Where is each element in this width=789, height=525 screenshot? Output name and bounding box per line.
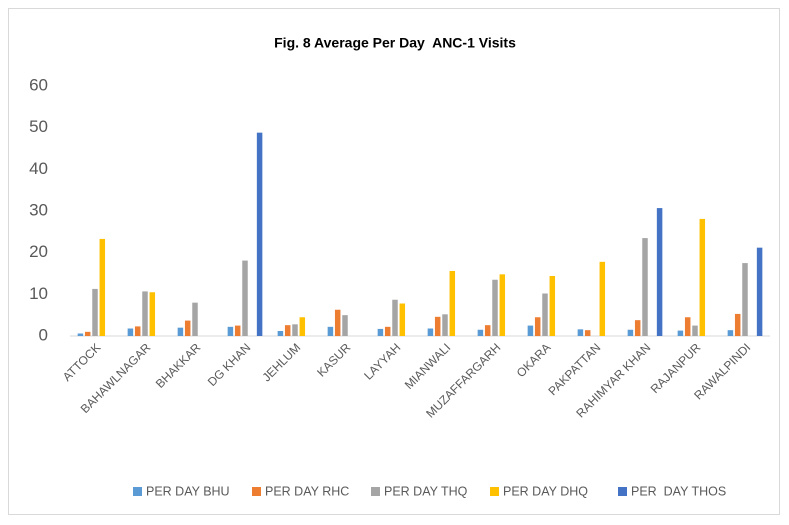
bar — [292, 324, 298, 336]
y-tick-label: 20 — [29, 242, 48, 261]
bar — [192, 302, 198, 336]
legend-swatch — [618, 487, 627, 496]
bar — [327, 326, 334, 336]
bar — [234, 325, 241, 336]
bar — [477, 329, 484, 336]
bar — [584, 330, 591, 336]
y-tick-label: 30 — [29, 200, 48, 219]
bar — [377, 328, 384, 336]
bar — [342, 315, 348, 336]
legend-label: PER DAY THQ — [384, 484, 468, 498]
bar — [149, 292, 156, 336]
bar — [642, 238, 648, 336]
bar — [727, 330, 734, 336]
bar — [77, 333, 84, 336]
bar — [684, 317, 691, 336]
legend-label: PER DAY DHQ — [503, 484, 588, 498]
bar — [399, 303, 406, 336]
bar — [534, 317, 541, 336]
bar — [299, 317, 306, 336]
legend-swatch — [252, 487, 261, 496]
bar — [449, 271, 456, 336]
bar — [542, 293, 548, 336]
legend-label: PER DAY BHU — [146, 484, 230, 498]
bar — [734, 313, 741, 336]
bar — [699, 218, 706, 336]
bar — [99, 238, 106, 336]
legend-label: PER DAY RHC — [265, 484, 349, 498]
bar — [577, 329, 584, 336]
bar — [599, 261, 606, 336]
legend-swatch — [490, 487, 499, 496]
bar — [256, 132, 263, 336]
bar — [656, 208, 663, 336]
bar — [492, 279, 498, 336]
bar — [92, 288, 98, 336]
bar — [499, 274, 506, 336]
legend-swatch — [371, 487, 380, 496]
bar — [177, 327, 184, 336]
bar — [284, 325, 291, 336]
chart-border — [8, 8, 780, 515]
bar — [434, 316, 441, 336]
bar — [527, 325, 534, 336]
bar — [134, 326, 141, 336]
bar — [384, 326, 391, 336]
bar — [484, 325, 491, 336]
bar — [334, 309, 341, 336]
y-tick-label: 0 — [39, 325, 48, 344]
chart-title: Fig. 8 Average Per Day ANC-1 Visits — [274, 35, 516, 51]
bar — [84, 331, 91, 336]
bar — [184, 320, 191, 336]
bar — [127, 328, 134, 336]
bar — [634, 320, 641, 336]
bar — [677, 330, 684, 336]
y-tick-label: 60 — [29, 75, 48, 94]
bar — [427, 328, 434, 336]
bar — [549, 276, 556, 336]
bar — [756, 247, 763, 336]
bar — [277, 331, 284, 336]
bar — [692, 325, 698, 336]
y-tick-label: 50 — [29, 117, 48, 136]
bar — [392, 299, 398, 336]
bar — [227, 326, 234, 336]
bar — [242, 260, 248, 336]
bar — [442, 314, 448, 336]
legend-label: PER DAY THOS — [631, 484, 726, 498]
bar — [742, 263, 748, 336]
bar — [627, 329, 634, 336]
y-tick-label: 10 — [29, 284, 48, 303]
legend-swatch — [133, 487, 142, 496]
y-tick-label: 40 — [29, 159, 48, 178]
bar — [142, 291, 148, 336]
